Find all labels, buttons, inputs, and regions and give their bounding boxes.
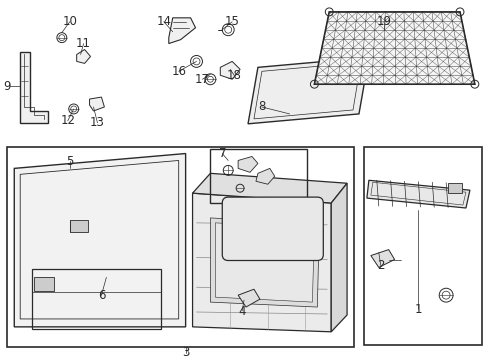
Polygon shape <box>20 51 48 123</box>
Polygon shape <box>238 157 257 172</box>
Polygon shape <box>370 249 394 267</box>
Text: 12: 12 <box>60 114 75 127</box>
Polygon shape <box>255 168 274 184</box>
Text: 9: 9 <box>3 80 10 93</box>
Text: 15: 15 <box>224 15 239 28</box>
Text: 7: 7 <box>218 147 225 160</box>
Text: 16: 16 <box>171 65 186 78</box>
Polygon shape <box>215 223 314 302</box>
Text: 3: 3 <box>182 346 189 359</box>
FancyBboxPatch shape <box>222 197 323 261</box>
Bar <box>34 277 54 291</box>
Text: 11: 11 <box>76 37 91 50</box>
Text: 1: 1 <box>414 302 421 315</box>
Text: 4: 4 <box>238 305 245 318</box>
Text: 6: 6 <box>98 289 105 302</box>
Polygon shape <box>192 193 330 332</box>
Polygon shape <box>192 173 346 203</box>
Polygon shape <box>14 153 185 327</box>
Polygon shape <box>330 183 346 332</box>
Text: 14: 14 <box>156 15 171 28</box>
Polygon shape <box>314 12 474 84</box>
Bar <box>70 220 87 232</box>
Polygon shape <box>238 289 260 307</box>
Polygon shape <box>247 58 368 124</box>
Text: 13: 13 <box>90 116 105 129</box>
Text: 19: 19 <box>375 15 390 28</box>
Polygon shape <box>77 50 90 63</box>
Polygon shape <box>210 218 319 307</box>
Text: 17: 17 <box>195 73 209 86</box>
Text: 10: 10 <box>62 15 77 28</box>
Bar <box>32 269 161 329</box>
Polygon shape <box>220 62 240 79</box>
Text: 8: 8 <box>258 100 265 113</box>
Bar <box>447 183 461 193</box>
Polygon shape <box>366 180 469 208</box>
Bar <box>210 149 307 203</box>
Text: 18: 18 <box>226 69 241 82</box>
Polygon shape <box>168 18 195 44</box>
Text: 5: 5 <box>66 155 73 168</box>
Bar <box>363 147 481 345</box>
Text: 2: 2 <box>376 259 384 272</box>
Polygon shape <box>89 97 104 111</box>
Bar <box>7 147 353 347</box>
